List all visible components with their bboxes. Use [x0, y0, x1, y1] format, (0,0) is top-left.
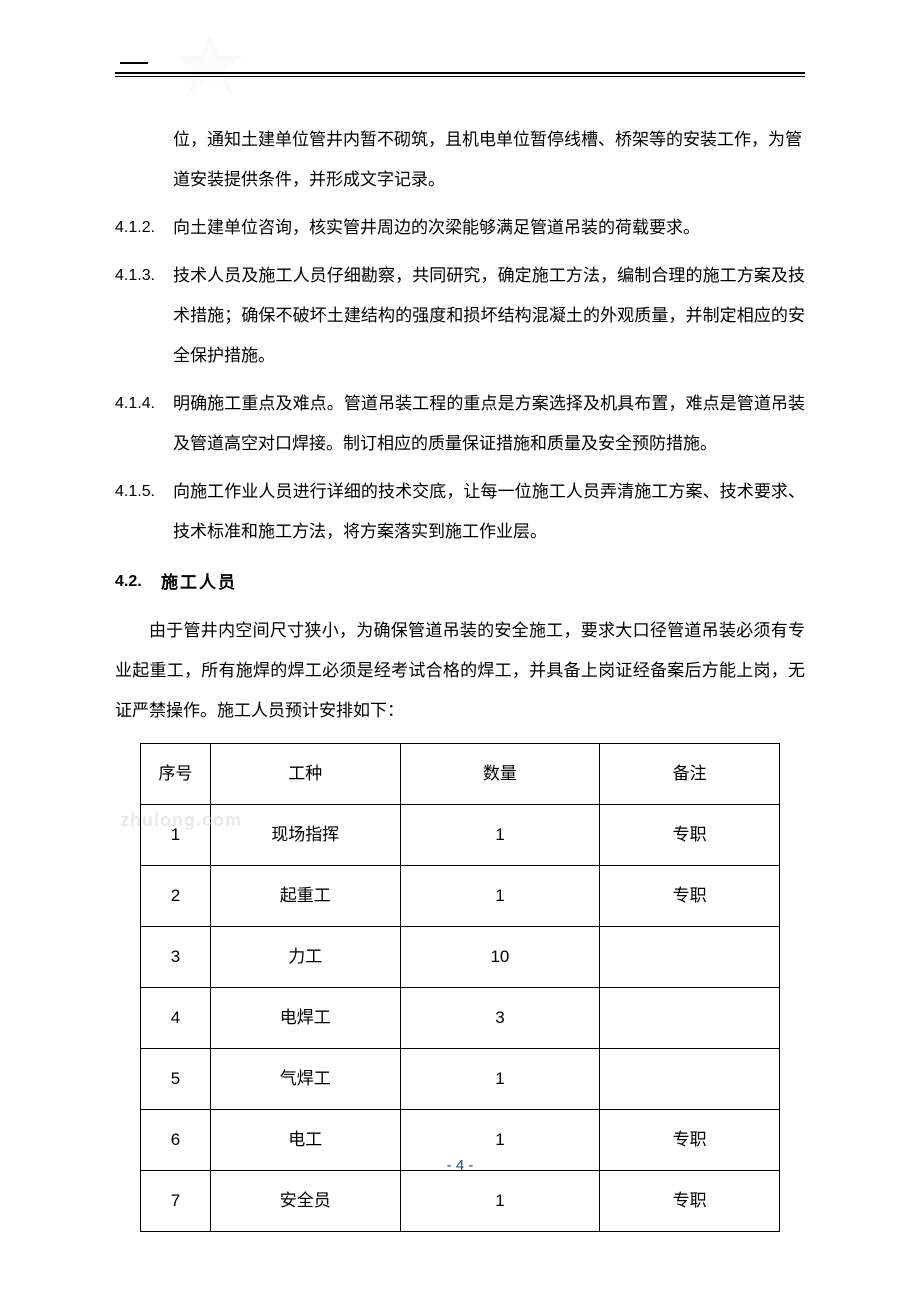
table-cell: 3: [141, 927, 211, 988]
table-cell: 电焊工: [210, 987, 400, 1048]
item-number: 4.1.4.: [115, 384, 173, 464]
table-cell: 专职: [600, 1170, 780, 1231]
table-cell: 7: [141, 1170, 211, 1231]
item-number: 4.1.3.: [115, 256, 173, 376]
item-number: 4.1.2.: [115, 208, 173, 248]
item-text: 明确施工重点及难点。管道吊装工程的重点是方案选择及机具布置，难点是管道吊装及管道…: [173, 384, 805, 464]
table-cell: 5: [141, 1048, 211, 1109]
table-row: 5气焊工1: [141, 1048, 780, 1109]
section-number: 4.2.: [115, 563, 161, 603]
table-header: 工种: [210, 744, 400, 805]
table-cell: 安全员: [210, 1170, 400, 1231]
table-cell: 力工: [210, 927, 400, 988]
item-number: 4.1.5.: [115, 472, 173, 552]
table-cell: [600, 987, 780, 1048]
list-item: 4.1.2. 向土建单位咨询，核实管井周边的次梁能够满足管道吊装的荷载要求。: [115, 208, 805, 248]
continuation-text: 位，通知土建单位管井内暂不砌筑，且机电单位暂停线槽、桥架等的安装工作，为管道安装…: [115, 120, 805, 200]
table-header: 备注: [600, 744, 780, 805]
table-row: 3力工10: [141, 927, 780, 988]
table-cell: 1: [400, 866, 600, 927]
section-paragraph: 由于管井内空间尺寸狭小，为确保管道吊装的安全施工，要求大口径管道吊装必须有专业起…: [115, 611, 805, 731]
section-title: 施工人员: [161, 563, 805, 603]
item-text: 技术人员及施工人员仔细勘察，共同研究，确定施工方法，编制合理的施工方案及技术措施…: [173, 256, 805, 376]
page-number: - 4 -: [0, 1157, 920, 1174]
table-cell: 4: [141, 987, 211, 1048]
page-content: 位，通知土建单位管井内暂不砌筑，且机电单位暂停线槽、桥架等的安装工作，为管道安装…: [115, 120, 805, 1232]
list-item: 4.1.4. 明确施工重点及难点。管道吊装工程的重点是方案选择及机具布置，难点是…: [115, 384, 805, 464]
table-header-row: 序号 工种 数量 备注: [141, 744, 780, 805]
table-cell: 1: [141, 805, 211, 866]
table-cell: [600, 927, 780, 988]
item-text: 向土建单位咨询，核实管井周边的次梁能够满足管道吊装的荷载要求。: [173, 208, 805, 248]
table-cell: 1: [400, 1170, 600, 1231]
table-header: 数量: [400, 744, 600, 805]
table-cell: 气焊工: [210, 1048, 400, 1109]
table-cell: 2: [141, 866, 211, 927]
table-header: 序号: [141, 744, 211, 805]
table-row: 4电焊工3: [141, 987, 780, 1048]
table-row: 7安全员1专职: [141, 1170, 780, 1231]
table-row: 2起重工1专职: [141, 866, 780, 927]
table-cell: 专职: [600, 805, 780, 866]
list-item: 4.1.5. 向施工作业人员进行详细的技术交底，让每一位施工人员弄清施工方案、技…: [115, 472, 805, 552]
table-row: 1现场指挥1专职: [141, 805, 780, 866]
table-cell: 10: [400, 927, 600, 988]
table-cell: 1: [400, 1048, 600, 1109]
table-cell: 现场指挥: [210, 805, 400, 866]
table-cell: [600, 1048, 780, 1109]
section-heading: 4.2. 施工人员: [115, 563, 805, 603]
table-cell: 3: [400, 987, 600, 1048]
list-item: 4.1.3. 技术人员及施工人员仔细勘察，共同研究，确定施工方法，编制合理的施工…: [115, 256, 805, 376]
table-cell: 起重工: [210, 866, 400, 927]
table-cell: 专职: [600, 866, 780, 927]
header-tick: [120, 62, 148, 64]
header-rule: [115, 72, 805, 77]
item-text: 向施工作业人员进行详细的技术交底，让每一位施工人员弄清施工方案、技术要求、技术标…: [173, 472, 805, 552]
table-cell: 1: [400, 805, 600, 866]
